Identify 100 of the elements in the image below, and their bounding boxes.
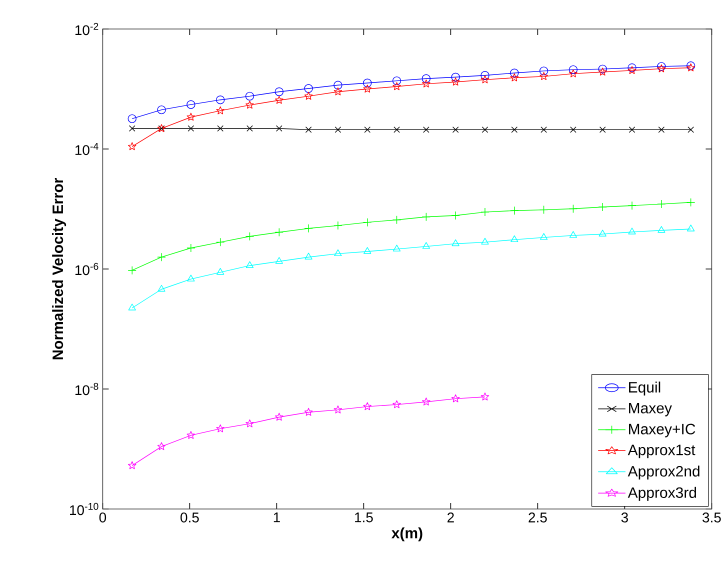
point xyxy=(480,70,490,80)
x-tick-label: 3 xyxy=(621,512,628,522)
legend-label: Approx1st xyxy=(628,444,696,458)
point xyxy=(422,242,430,249)
point xyxy=(304,224,313,233)
point xyxy=(539,66,548,76)
point xyxy=(334,126,342,133)
point xyxy=(540,72,548,80)
point xyxy=(216,95,225,104)
point xyxy=(274,87,284,96)
x-tick-label: 1 xyxy=(274,512,280,522)
point xyxy=(186,430,196,439)
point xyxy=(598,68,607,76)
point xyxy=(246,125,253,132)
point xyxy=(274,412,284,421)
point xyxy=(569,231,578,238)
point xyxy=(304,92,313,100)
x-axis-title: x(m) xyxy=(391,527,422,542)
point xyxy=(304,408,313,416)
point xyxy=(392,215,402,224)
point xyxy=(628,66,636,74)
x-tick-label: 0.5 xyxy=(180,512,199,522)
point xyxy=(510,206,519,215)
point xyxy=(392,400,401,408)
point xyxy=(363,84,372,93)
point xyxy=(422,126,430,133)
point xyxy=(628,126,636,133)
point xyxy=(510,73,519,82)
point xyxy=(628,63,636,72)
point xyxy=(363,402,372,410)
x-tick-label: 0 xyxy=(99,512,106,522)
point xyxy=(334,221,342,230)
point xyxy=(157,442,166,450)
point xyxy=(245,232,254,241)
point xyxy=(304,252,312,260)
point xyxy=(452,126,459,133)
point xyxy=(246,419,254,428)
point xyxy=(392,82,401,90)
point xyxy=(186,244,196,252)
point xyxy=(246,261,254,268)
legend-label: Approx3rd xyxy=(628,486,696,501)
y-tick-label: 10$^{-6}$ xyxy=(75,262,98,276)
point xyxy=(568,204,578,214)
x-tick-label: 3.5 xyxy=(702,512,721,522)
point xyxy=(157,105,166,114)
point xyxy=(186,112,196,121)
point xyxy=(128,266,136,275)
point xyxy=(569,69,578,78)
point xyxy=(599,126,606,133)
point xyxy=(687,224,695,232)
point xyxy=(275,257,283,264)
point xyxy=(363,78,372,88)
x-tick-label: 2.5 xyxy=(528,512,547,522)
point xyxy=(128,125,136,132)
y-tick-label: 10$^{-2}$ xyxy=(75,22,98,36)
point xyxy=(334,249,342,256)
point xyxy=(598,64,607,74)
point xyxy=(217,125,224,132)
point xyxy=(394,126,400,133)
point xyxy=(570,126,576,133)
point xyxy=(128,142,136,150)
point xyxy=(422,212,431,222)
point xyxy=(274,96,284,104)
point xyxy=(422,74,431,83)
point xyxy=(305,126,312,133)
point xyxy=(686,198,696,207)
point xyxy=(540,126,547,133)
point xyxy=(422,398,430,406)
legend-label: Equil xyxy=(629,382,660,396)
point xyxy=(245,92,254,101)
legend-label: Maxey xyxy=(629,402,672,416)
point xyxy=(392,76,402,86)
point xyxy=(363,218,372,227)
point xyxy=(511,126,518,133)
point xyxy=(540,233,548,240)
point xyxy=(598,202,607,212)
point xyxy=(128,461,136,470)
point xyxy=(334,80,342,90)
legend-label: Maxey+IC xyxy=(629,424,696,438)
point xyxy=(628,201,636,210)
point xyxy=(657,200,666,208)
point xyxy=(510,68,519,78)
point xyxy=(216,106,224,114)
point xyxy=(451,211,460,220)
y-tick-label: 10$^{-8}$ xyxy=(75,382,98,396)
point xyxy=(216,268,224,275)
point xyxy=(480,75,490,84)
point xyxy=(304,84,313,93)
point xyxy=(274,228,284,237)
point xyxy=(276,125,282,132)
point xyxy=(452,239,460,246)
point xyxy=(187,274,195,282)
point xyxy=(334,405,342,414)
point xyxy=(568,65,578,74)
point xyxy=(451,72,460,82)
point xyxy=(246,100,254,109)
point xyxy=(451,78,460,86)
y-axis-title: Normalized Velocity Error xyxy=(52,178,66,360)
point xyxy=(364,247,372,254)
x-tick-label: 1.5 xyxy=(355,512,373,522)
